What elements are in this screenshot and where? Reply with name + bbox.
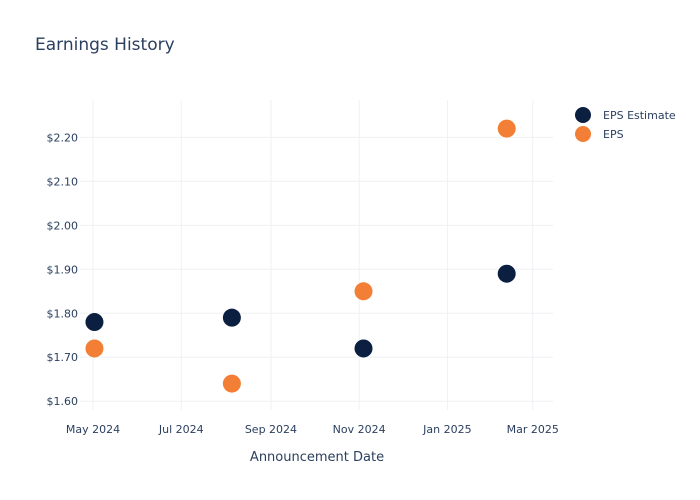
legend-marker bbox=[575, 107, 591, 123]
x-tick-label: Jul 2024 bbox=[158, 423, 204, 436]
y-tick-label: $2.00 bbox=[47, 219, 79, 232]
y-tick-label: $1.70 bbox=[47, 351, 79, 364]
y-tick-label: $2.10 bbox=[47, 175, 79, 188]
y-axis-ticks: $1.60 $1.70 $1.80 $1.90 $2.00 $2.10 $2.20 bbox=[47, 131, 79, 408]
legend-label: EPS bbox=[603, 128, 624, 141]
legend-marker bbox=[575, 126, 591, 142]
y-tick-label: $1.80 bbox=[47, 307, 79, 320]
x-tick-label: Nov 2024 bbox=[333, 423, 386, 436]
x-tick-label: Jan 2025 bbox=[422, 423, 471, 436]
data-points bbox=[85, 119, 516, 393]
legend-item[interactable]: EPS bbox=[575, 126, 624, 142]
eps-estimate-point[interactable] bbox=[85, 313, 104, 332]
legend-item[interactable]: EPS Estimate bbox=[575, 107, 676, 123]
eps-point[interactable] bbox=[85, 339, 104, 358]
eps-estimate-point[interactable] bbox=[222, 308, 241, 327]
x-tick-label: Sep 2024 bbox=[245, 423, 297, 436]
eps-point[interactable] bbox=[222, 374, 241, 393]
y-tick-label: $1.60 bbox=[47, 395, 79, 408]
grid bbox=[80, 100, 553, 410]
y-tick-label: $1.90 bbox=[47, 263, 79, 276]
eps-point[interactable] bbox=[354, 282, 373, 301]
eps-estimate-point[interactable] bbox=[497, 264, 516, 283]
eps-estimate-point[interactable] bbox=[354, 339, 373, 358]
x-axis-ticks: May 2024 Jul 2024 Sep 2024 Nov 2024 Jan 2025… bbox=[66, 423, 559, 436]
legend[interactable]: EPS Estimate EPS bbox=[575, 107, 676, 142]
x-tick-label: May 2024 bbox=[66, 423, 120, 436]
eps-point[interactable] bbox=[497, 119, 516, 138]
x-tick-label: Mar 2025 bbox=[507, 423, 559, 436]
y-tick-label: $2.20 bbox=[47, 131, 79, 144]
x-axis-title: Announcement Date bbox=[250, 450, 384, 465]
chart-title: Earnings History bbox=[35, 35, 175, 55]
legend-label: EPS Estimate bbox=[603, 109, 676, 122]
